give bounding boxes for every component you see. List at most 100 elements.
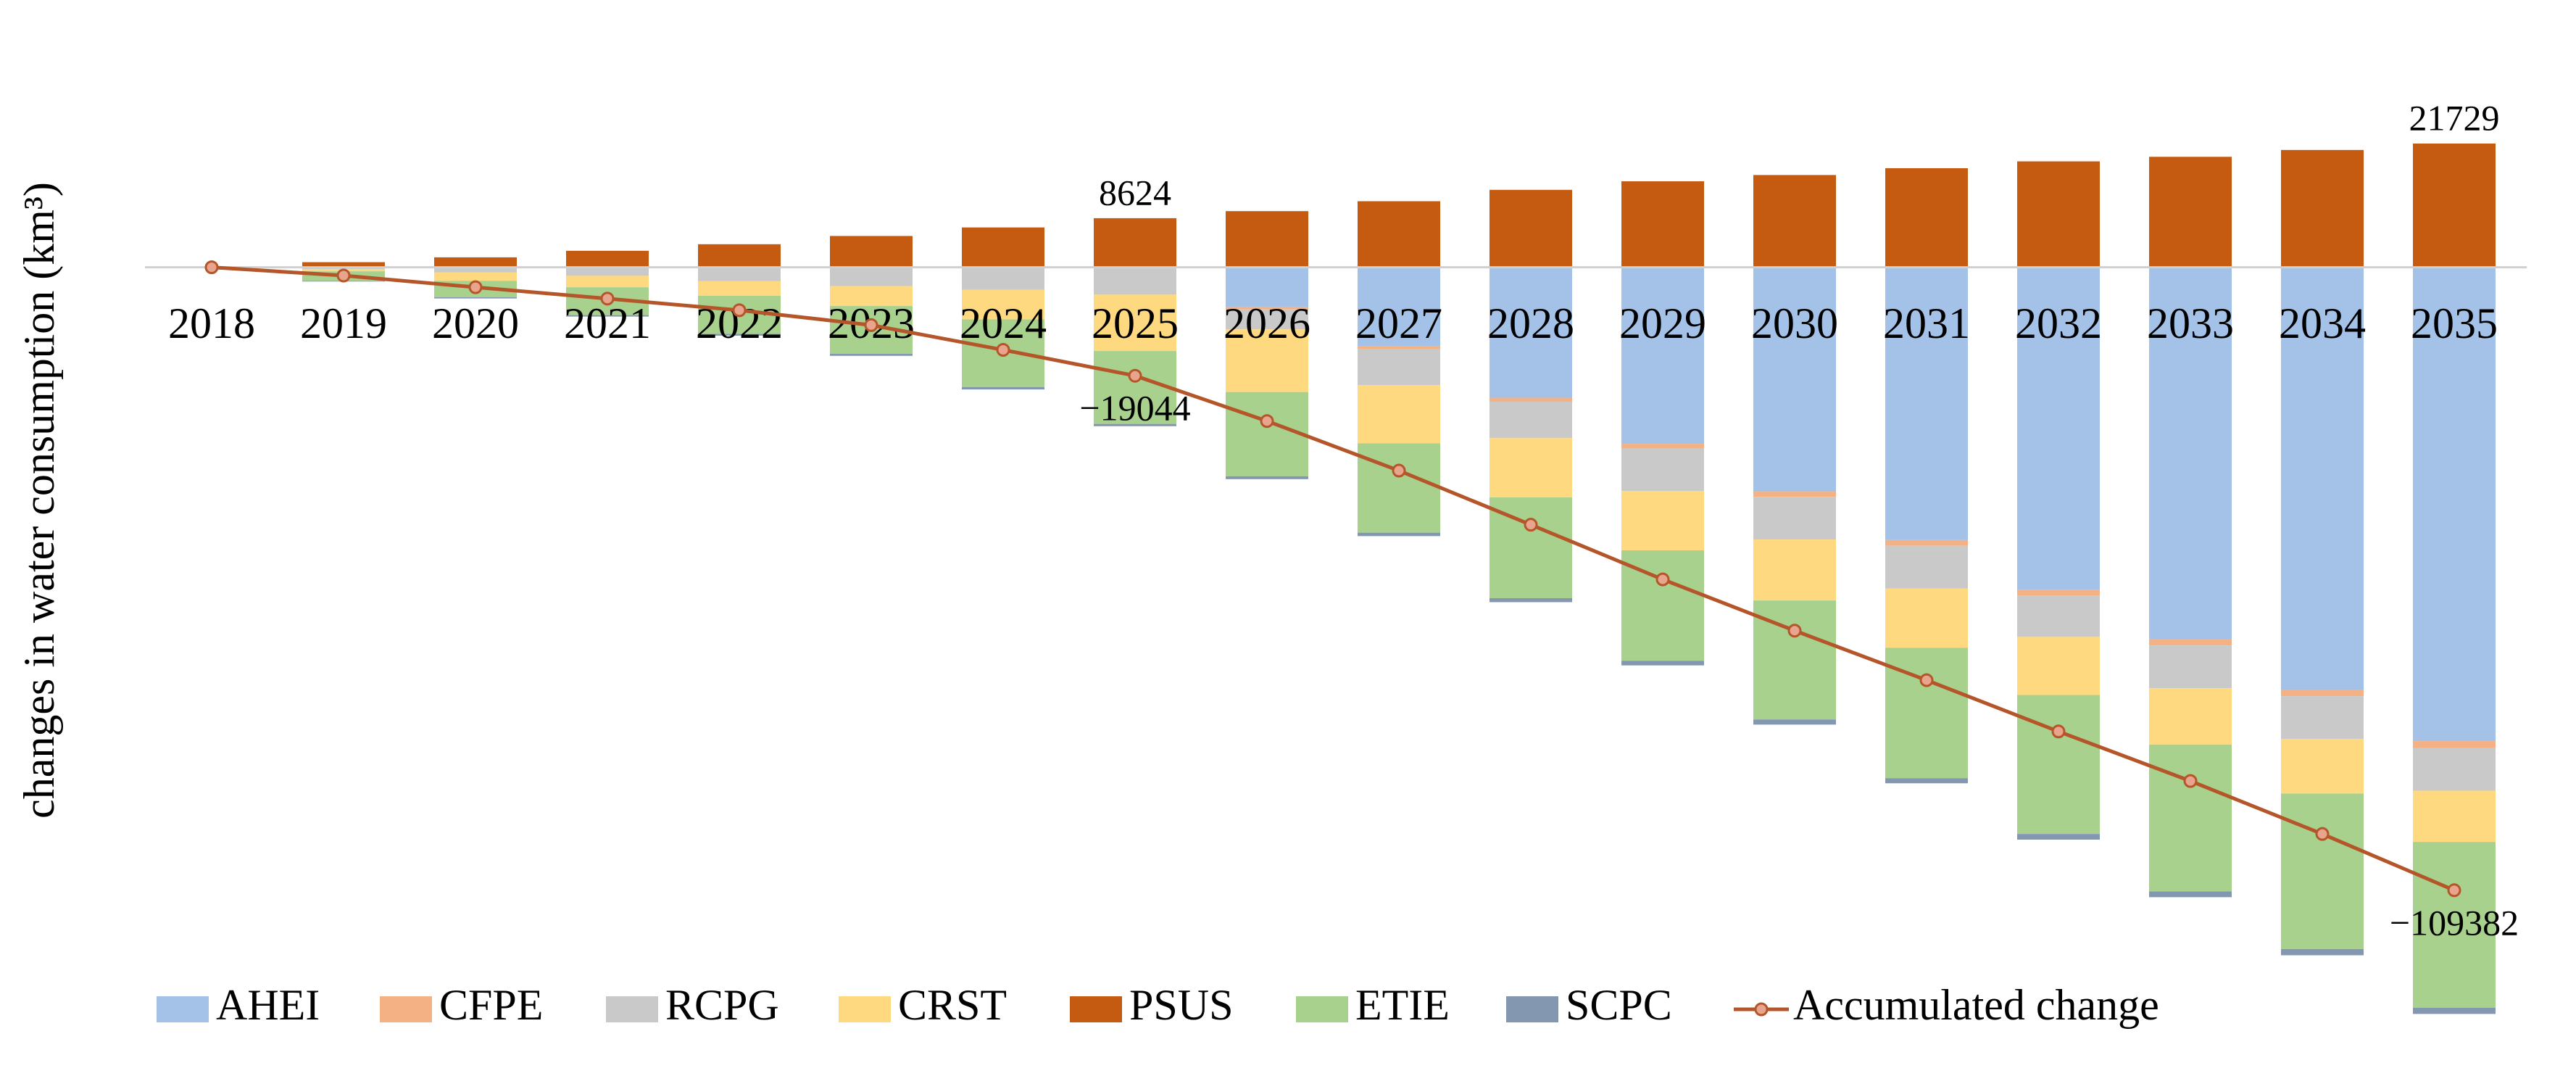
- bar-segment: [2281, 267, 2364, 690]
- line-marker: [1260, 414, 1274, 429]
- line-marker: [600, 291, 615, 306]
- bar-segment: [1489, 267, 1572, 398]
- x-tick-label: 2035: [2411, 299, 2498, 347]
- line-marker: [2183, 774, 2198, 788]
- y-axis-label: changes in water consumption (km³): [15, 182, 63, 819]
- bar-segment: [2281, 149, 2364, 268]
- bar-segment: [1489, 597, 1572, 603]
- bar-segment: [1621, 448, 1704, 492]
- bar-segment: [1094, 218, 1176, 268]
- bar-segment: [1226, 309, 1308, 330]
- bar-segment: [1226, 307, 1308, 310]
- legend-swatch: [1296, 996, 1348, 1022]
- bar-segment: [1094, 268, 1176, 295]
- legend-swatch: [606, 996, 658, 1022]
- x-tick-label: 2034: [2279, 299, 2366, 347]
- bar-segment: [2413, 741, 2496, 748]
- line-marker: [1524, 518, 1538, 532]
- line-marker: [996, 343, 1010, 357]
- bar-segment: [1885, 545, 1968, 589]
- bar-segment: [2413, 842, 2496, 1008]
- bar-segment: [698, 334, 781, 336]
- x-tick-label: 2033: [2147, 299, 2234, 347]
- bar-segment: [1358, 348, 1440, 386]
- legend-label: CRST: [898, 981, 1007, 1029]
- bar-segment: [1885, 539, 1968, 546]
- bar-segment: [830, 268, 913, 286]
- bar-segment: [1358, 267, 1440, 347]
- bar-segment: [1489, 438, 1572, 497]
- line-marker: [1787, 624, 1802, 638]
- bar-segment: [1489, 402, 1572, 439]
- bar-segment: [2281, 690, 2364, 697]
- line-marker: [2315, 827, 2330, 841]
- bar-segment: [2149, 744, 2232, 892]
- bar-segment: [1226, 476, 1308, 479]
- bar-segment: [2017, 161, 2100, 268]
- bar-segment: [1621, 444, 1704, 449]
- x-tick-label: 2029: [1619, 299, 1706, 347]
- line-marker: [1919, 673, 1934, 687]
- bar-segment: [1094, 423, 1176, 426]
- bar-segment: [698, 281, 781, 296]
- bar-segment: [1885, 647, 1968, 779]
- bar-segment: [962, 227, 1044, 268]
- data-label: −19044: [1079, 388, 1190, 429]
- bar-segment: [2149, 639, 2232, 646]
- legend-swatch: [380, 996, 432, 1022]
- bar-segment: [830, 354, 913, 356]
- bar-segment: [2281, 738, 2364, 794]
- line-marker: [864, 318, 878, 332]
- bar-segment: [962, 289, 1044, 320]
- x-tick-label: 2021: [564, 299, 651, 347]
- bar-segment: [1753, 497, 1836, 540]
- bar-segment: [1753, 492, 1836, 497]
- x-tick-label: 2027: [1355, 299, 1442, 347]
- bar-segment: [2281, 696, 2364, 739]
- bar-segment: [962, 268, 1044, 290]
- bar-segment: [698, 268, 781, 281]
- legend-swatch: [1070, 996, 1122, 1022]
- line-marker: [1128, 368, 1142, 383]
- line-marker: [2051, 724, 2066, 739]
- bar-segment: [2017, 589, 2100, 596]
- bar-segment: [2149, 645, 2232, 689]
- x-tick-label: 2026: [1223, 299, 1310, 347]
- line-marker: [1655, 572, 1670, 587]
- bar-segment: [962, 386, 1044, 390]
- legend-label: AHEI: [216, 981, 320, 1029]
- legend-label: ETIE: [1355, 981, 1450, 1029]
- line-marker: [468, 280, 483, 294]
- bar-segment: [566, 268, 649, 276]
- bar-segment: [434, 268, 517, 273]
- bar-segment: [1753, 719, 1836, 725]
- bar-segment: [1885, 588, 1968, 648]
- bar-segment: [2017, 267, 2100, 590]
- bar-segment: [1885, 778, 1968, 784]
- bar-segment: [2413, 790, 2496, 843]
- bar-segment: [434, 272, 517, 281]
- bar-segment: [566, 276, 649, 288]
- line-marker: [2447, 883, 2461, 898]
- bar-segment: [2413, 1007, 2496, 1014]
- bar-segment: [2281, 948, 2364, 956]
- legend-swatch: [157, 996, 209, 1022]
- bar-segment: [1621, 661, 1704, 666]
- bar-segment: [2017, 695, 2100, 835]
- bar-segment: [1358, 532, 1440, 537]
- x-tick-label: 2030: [1751, 299, 1838, 347]
- bar-segment: [566, 250, 649, 268]
- x-tick-label: 2020: [432, 299, 519, 347]
- line-marker: [336, 268, 351, 283]
- bar-segment: [1489, 397, 1572, 402]
- x-tick-label: 2028: [1487, 299, 1574, 347]
- bar-segment: [2017, 637, 2100, 695]
- x-tick-label: 2019: [300, 299, 387, 347]
- legend-label: PSUS: [1129, 981, 1233, 1029]
- bar-segment: [1226, 392, 1308, 476]
- bar-segment: [1885, 267, 1968, 540]
- legend-swatch: [839, 996, 891, 1022]
- bar-segment: [1489, 189, 1572, 268]
